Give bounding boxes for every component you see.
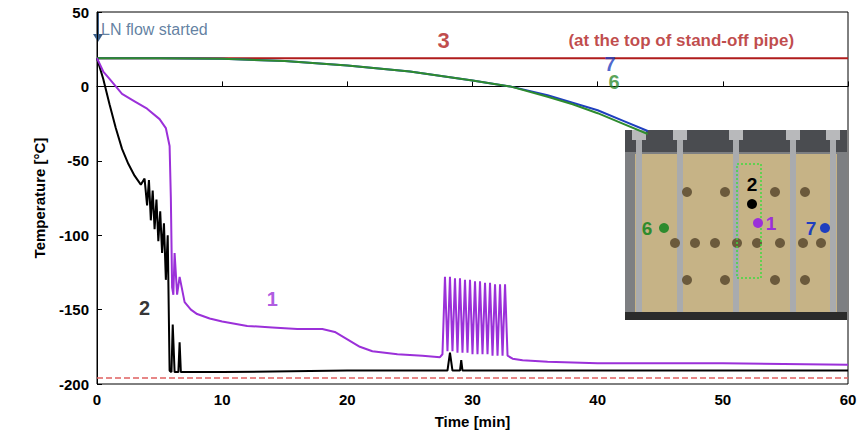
svg-text:-200: -200 <box>59 376 89 393</box>
svg-text:(at the top of stand-off pipe): (at the top of stand-off pipe) <box>568 31 794 50</box>
svg-text:Time [min]: Time [min] <box>435 413 511 430</box>
svg-text:60: 60 <box>840 391 857 408</box>
svg-text:50: 50 <box>72 4 89 21</box>
svg-text:30: 30 <box>464 391 481 408</box>
svg-text:7: 7 <box>806 218 817 239</box>
svg-text:-150: -150 <box>59 301 89 318</box>
svg-text:2: 2 <box>747 174 758 195</box>
svg-text:-50: -50 <box>67 152 89 169</box>
svg-text:6: 6 <box>642 218 653 239</box>
svg-text:-100: -100 <box>59 227 89 244</box>
svg-text:50: 50 <box>714 391 731 408</box>
svg-text:10: 10 <box>214 391 231 408</box>
svg-text:7: 7 <box>604 53 616 76</box>
svg-text:1: 1 <box>267 288 278 310</box>
svg-text:Temperature [°C]: Temperature [°C] <box>31 138 48 259</box>
svg-text:20: 20 <box>339 391 356 408</box>
svg-text:2: 2 <box>139 297 150 319</box>
svg-text:40: 40 <box>589 391 606 408</box>
svg-text:1: 1 <box>766 213 777 234</box>
svg-text:0: 0 <box>93 391 101 408</box>
svg-text:0: 0 <box>81 78 89 95</box>
svg-text:6: 6 <box>608 71 619 93</box>
svg-text:3: 3 <box>437 28 449 53</box>
svg-text:LN flow started: LN flow started <box>101 21 208 38</box>
